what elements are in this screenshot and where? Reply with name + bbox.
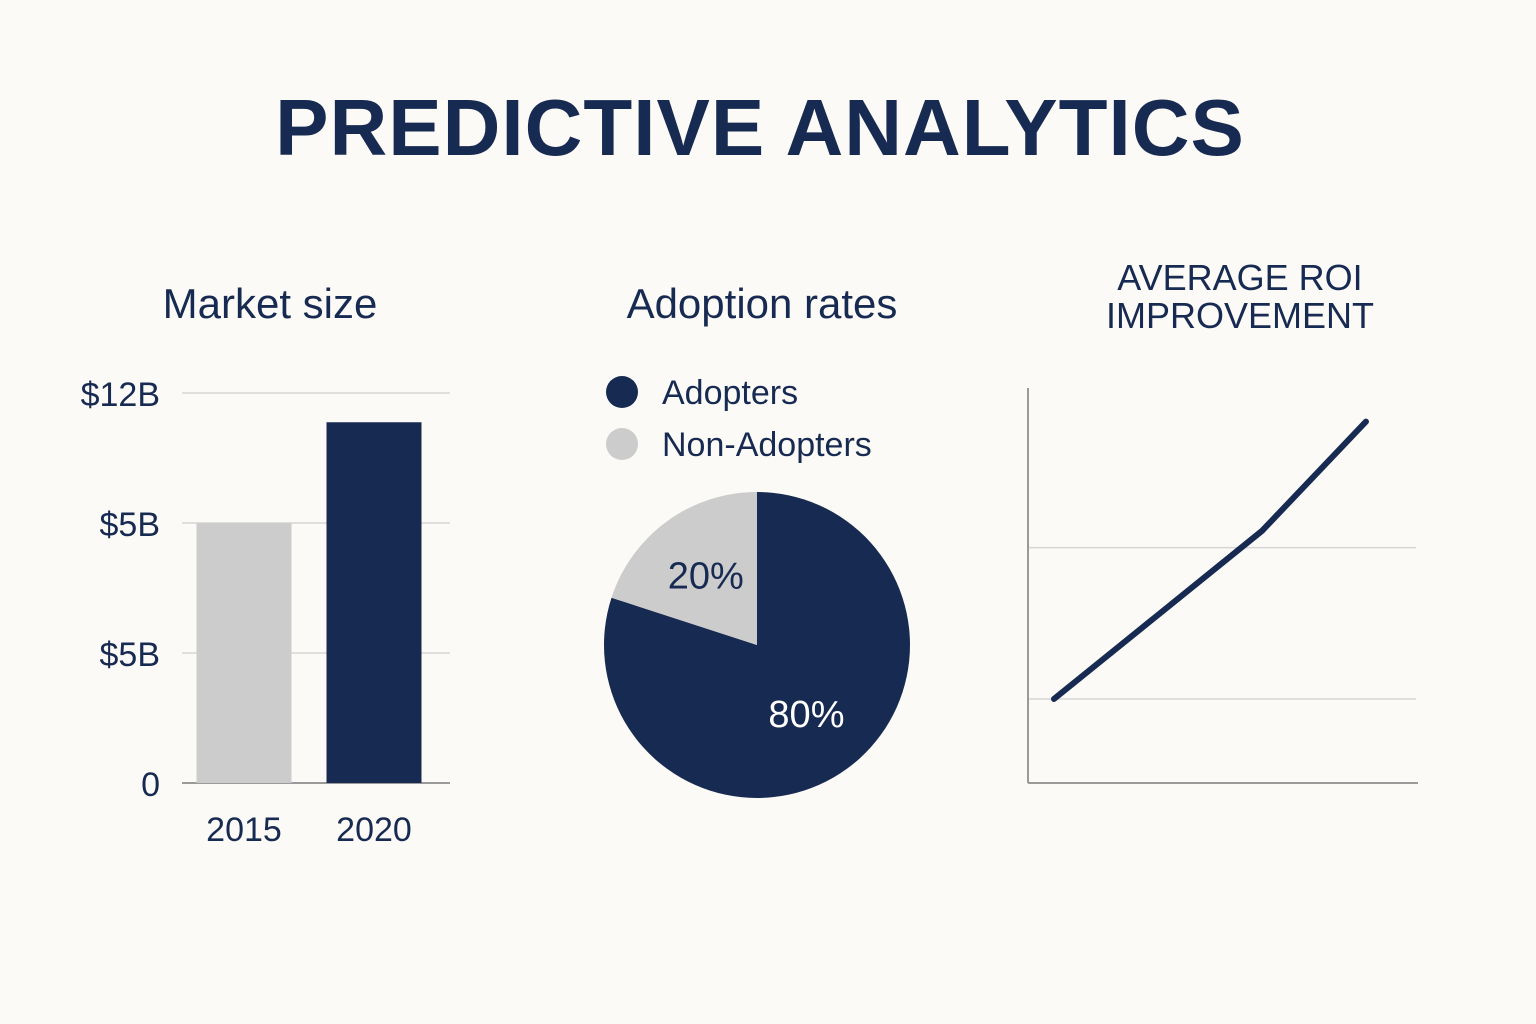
bar-chart-bars [196,422,422,783]
pie-legend: Adopters Non-Adopters [606,374,872,464]
legend-label: Adopters [662,374,798,412]
pie-slices [604,492,911,798]
roi-improvement-chart: AVERAGE ROI IMPROVEMENT [1027,257,1418,784]
pie-value-label: 80% [768,694,844,736]
line-chart-gridlines [1028,546,1416,700]
roi-line-series [1051,418,1369,702]
bar-2020 [326,422,422,783]
roi-title-line: IMPROVEMENT [1106,295,1374,336]
roi-title: AVERAGE ROI IMPROVEMENT [1106,257,1374,336]
bar-chart-x-labels: 2015 2020 [206,811,412,849]
market-size-chart: Market size $12B $5B $5B 0 2015 2020 [81,280,450,849]
legend-swatch-adopters [606,376,638,408]
line-chart-series [1051,418,1369,702]
pie-slice-non-adopters [611,492,757,645]
bar-chart-y-tick-label: $12B [81,376,160,414]
pie-value-labels: 80% 20% [668,555,845,736]
market-size-title: Market size [163,280,378,327]
legend-swatch-non-adopters [606,428,638,460]
bar-chart-y-tick-label: 0 [141,766,160,804]
line-chart-axes [1027,388,1418,784]
legend-label: Non-Adopters [662,426,872,464]
adoption-rates-title: Adoption rates [627,280,898,327]
bar-chart-y-ticks: $12B $5B $5B 0 [81,376,160,804]
bar-2015 [196,523,292,783]
roi-title-line: AVERAGE ROI [1117,257,1362,298]
bar-chart-y-tick-label: $5B [100,636,161,674]
page-title: PREDICTIVE ANALYTICS [275,83,1245,172]
bar-chart-y-tick-label: $5B [100,506,161,544]
bar-chart-x-label: 2015 [206,811,282,849]
pie-value-label: 20% [668,555,744,597]
bar-chart-x-label: 2020 [336,811,412,849]
adoption-rates-chart: Adoption rates Adopters Non-Adopters 80% 2… [604,280,911,798]
